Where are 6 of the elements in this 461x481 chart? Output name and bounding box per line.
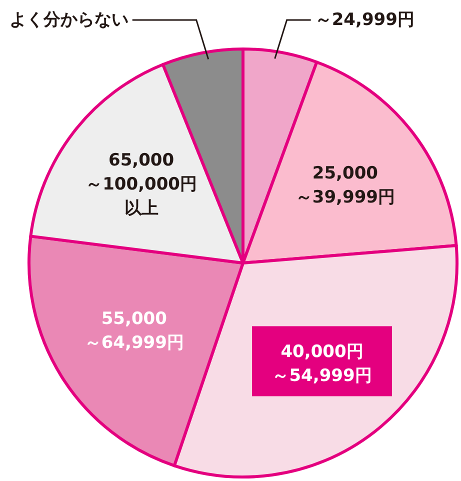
- slice-label: よく分からない: [9, 10, 128, 30]
- slice-label: ～24,999円: [314, 10, 414, 30]
- slice-label: 25,000～39,999円: [295, 162, 395, 207]
- slice-label: 40,000円～54,999円: [272, 342, 372, 386]
- slice-label: 55,000～64,999円: [84, 308, 184, 353]
- slice-label: 65,000～100,000円以上: [86, 150, 198, 218]
